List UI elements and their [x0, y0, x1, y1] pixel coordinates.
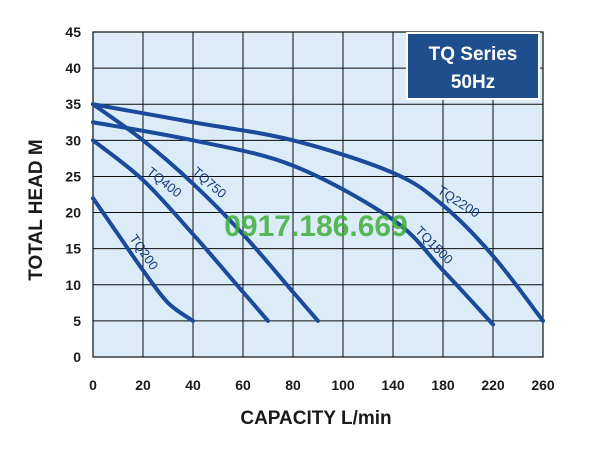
watermark-phone: 0917.186.669	[224, 210, 408, 243]
x-tick-label: 0	[89, 377, 97, 393]
y-tick-label: 10	[65, 277, 81, 293]
series-badge: TQ Series 50Hz	[406, 32, 540, 100]
x-axis-ticks: 0 20 40 60 80 100 140 180 220 260	[89, 377, 555, 393]
x-tick-label: 220	[481, 377, 505, 393]
x-tick-label: 260	[531, 377, 555, 393]
x-tick-label: 40	[185, 377, 201, 393]
x-tick-label: 80	[285, 377, 301, 393]
y-tick-label: 35	[65, 96, 81, 112]
y-tick-label: 45	[65, 24, 81, 40]
series-line-tq200	[91, 196, 195, 323]
y-tick-label: 0	[73, 349, 81, 365]
badge-line-1: TQ Series	[429, 44, 518, 65]
x-tick-label: 60	[235, 377, 251, 393]
x-tick-label: 20	[135, 377, 151, 393]
y-tick-label: 15	[65, 241, 81, 257]
badge-line-2: 50Hz	[451, 72, 495, 93]
x-tick-label: 140	[381, 377, 405, 393]
series-curves	[91, 102, 545, 327]
y-tick-label: 5	[73, 313, 81, 329]
x-axis-title: CAPACITY L/min	[240, 408, 391, 429]
series-line-tq1500	[91, 120, 495, 327]
y-axis-title: TOTAL HEAD M	[26, 139, 47, 280]
x-tick-label: 100	[331, 377, 355, 393]
series-line-tq2200	[91, 102, 545, 323]
y-tick-label: 25	[65, 168, 81, 184]
x-tick-label: 180	[431, 377, 455, 393]
y-axis-ticks: 0 5 10 15 20 25 30 35 40 45	[65, 24, 81, 365]
y-tick-label: 20	[65, 205, 81, 221]
y-tick-label: 40	[65, 60, 81, 76]
y-tick-label: 30	[65, 132, 81, 148]
series-line-tq750	[91, 102, 320, 323]
series-line-tq400	[91, 138, 270, 323]
badge-box	[406, 32, 540, 100]
